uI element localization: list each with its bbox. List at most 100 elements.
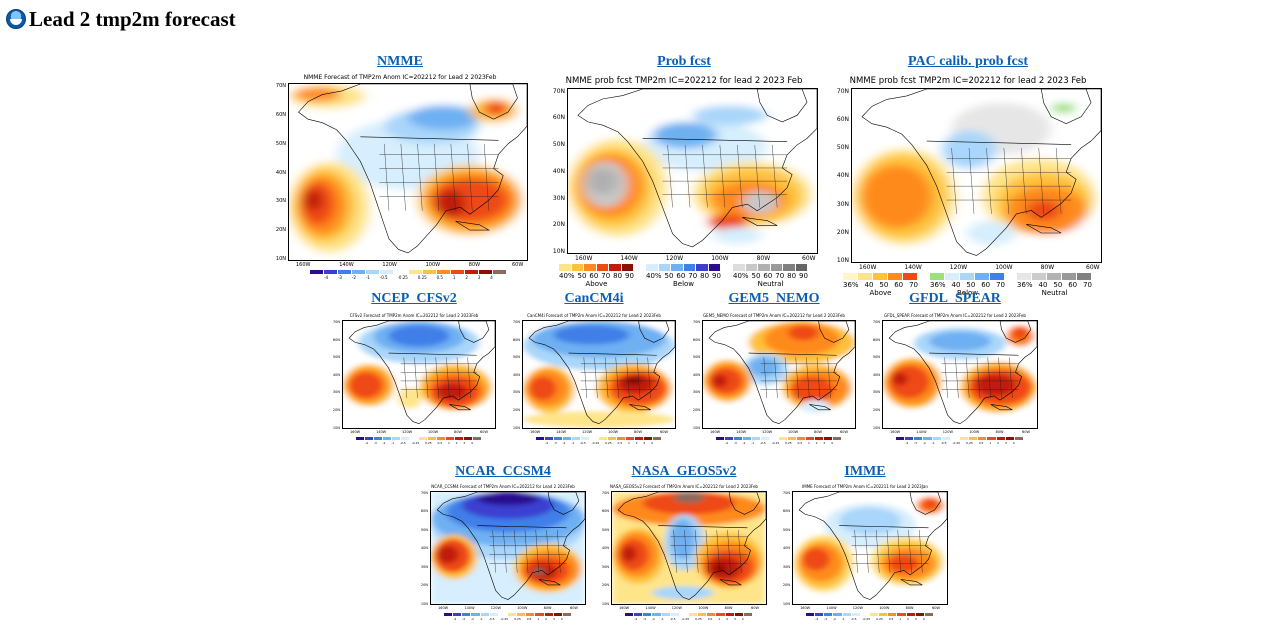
colorbar-label: 3: [914, 616, 917, 621]
colorbar-swatch: [462, 612, 472, 616]
lon-tick: 140W: [464, 606, 475, 610]
colorbar-swatch: [572, 436, 581, 440]
lon-tick: 120W: [402, 430, 413, 434]
legend-tick: 80: [700, 272, 710, 280]
colorbar-swatch: [679, 612, 689, 616]
lon-tick: 120W: [382, 262, 397, 268]
imme-map-image: IMME Forecast of TMP2m Anom IC=202211 fo…: [780, 484, 950, 621]
pac-map-svg: [852, 89, 1101, 262]
colorbar-swatch: [752, 436, 761, 440]
legend-tick: 70: [688, 272, 698, 280]
legend-swatch: [708, 264, 721, 271]
legend-tick: 50: [879, 281, 889, 289]
legend-tick: 70: [1083, 281, 1092, 289]
colorbar-swatch: [634, 612, 644, 616]
lon-tick: 160W: [530, 430, 541, 434]
lat-tick: 40N: [332, 372, 340, 377]
lon-tick: 100W: [425, 262, 441, 268]
pac-calib-prob-fcst-link[interactable]: PAC calib. prob fcst: [907, 54, 1029, 69]
lat-tick: 50N: [692, 355, 700, 360]
gfdl-map-svg: [883, 321, 1037, 428]
colorbar-swatch: [761, 436, 770, 440]
lon-tick: 140W: [916, 430, 927, 434]
colorbar-label: 0.5: [797, 440, 803, 445]
lon-tick: 140W: [620, 255, 638, 262]
colorbar-swatch: [635, 436, 644, 440]
lon-tick: 80W: [995, 430, 1004, 434]
gem5-map-header: GEM5_NEMO Forecast of TMP2m Anom IC=2022…: [703, 313, 845, 318]
legend-swatch: [758, 264, 771, 271]
panel-gem5-nemo: GEM5_NEMO GEM5_NEMO Forecast of TMP2m An…: [690, 291, 858, 445]
prob-map-header: NMME prob fcst TMP2m IC=202212 for lead …: [565, 76, 803, 86]
cancm4i-link[interactable]: CanCM4i: [564, 291, 624, 306]
gem5-nemo-link[interactable]: GEM5_NEMO: [728, 291, 820, 306]
ccsm4-colorbar-labels: -4 -3 -2 -1 -0.5 -0.25 0.25 0.5 1 2 3 4: [453, 617, 563, 621]
colorbar-label: 1: [807, 440, 810, 445]
legend-swatch: [1047, 273, 1062, 280]
legend-swatch: [646, 264, 659, 271]
ncar-ccsm4-link[interactable]: NCAR_CCSM4: [455, 464, 551, 479]
lat-tick: 70N: [692, 320, 700, 324]
imme-colorbar-labels: -4 -3 -2 -1 -0.5 -0.25 0.25 0.5 1 2 3 4: [815, 617, 925, 621]
nmme-colorbar-labels: -4 -3 -2 -1 -0.5 -0.25 0.25 0.5 1 2 3 4: [324, 275, 493, 280]
lat-tick: 40N: [420, 546, 428, 551]
lat-tick: 40N: [552, 167, 565, 175]
colorbar-swatch: [716, 436, 725, 440]
lat-tick: 70N: [512, 320, 520, 324]
colorbar-label: 2: [545, 616, 548, 621]
colorbar-label: -4: [324, 275, 329, 280]
colorbar-swatch: [824, 436, 833, 440]
cancm4i-map-svg: [523, 321, 675, 428]
colorbar-swatch: [1014, 436, 1024, 440]
lat-tick: 70N: [552, 87, 565, 95]
legend-swatch: [1032, 273, 1047, 280]
colorbar-label: 4: [490, 275, 493, 280]
colorbar-label: -0.25: [500, 616, 509, 621]
legend-tick: 40: [1038, 281, 1048, 289]
colorbar-label: -1: [479, 616, 483, 621]
pac-map-image: NMME prob fcst TMP2m IC=202212 for lead …: [832, 76, 1104, 297]
colorbar-label: -0.5: [399, 440, 406, 445]
colorbar-swatch: [833, 612, 843, 616]
colorbar-label: 3: [463, 440, 466, 445]
lat-tick: 70N: [782, 491, 790, 495]
gfdl-map-header: GFDL_SPEAR Forecast of TMP2m Anom IC=202…: [884, 313, 1026, 318]
legend-category-label: Below: [672, 280, 695, 288]
gfdl-spear-link[interactable]: GFDL_SPEAR: [909, 291, 1001, 306]
lat-tick: 40N: [601, 546, 609, 551]
colorbar-label: 0.5: [437, 440, 443, 445]
colorbar-label: 4: [470, 440, 473, 445]
imme-link[interactable]: IMME: [844, 464, 886, 479]
legend-tick: 70: [909, 281, 918, 289]
colorbar-label: 0.25: [966, 440, 973, 445]
nasa-geos5v2-link[interactable]: NASA_GEOS5v2: [631, 464, 737, 479]
colorbar-swatch: [851, 612, 861, 616]
colorbar-label: 3: [643, 440, 646, 445]
cfsv2-lat-labels: 70N 60N 50N 40N 30N 20N 10N: [330, 320, 341, 430]
lat-tick: 60N: [552, 114, 565, 122]
colorbar-label: -0.5: [488, 616, 495, 621]
panel-prob-fcst: Prob fcst NMME prob fcst TMP2m IC=202212…: [548, 54, 820, 288]
lat-tick: 30N: [552, 194, 565, 202]
colorbar-swatch: [797, 436, 806, 440]
gfdl-lon-labels: 160W 140W 120W 100W 80W 60W: [882, 430, 1038, 436]
pac-map-plot: [851, 87, 1102, 263]
colorbar-swatch: [498, 612, 508, 616]
lat-tick: 60N: [275, 111, 286, 118]
colorbar-label: 0.25: [695, 616, 702, 621]
prob-map-svg: [568, 89, 817, 253]
nmme-link[interactable]: NMME: [377, 54, 423, 69]
prob-fcst-link[interactable]: Prob fcst: [657, 54, 711, 69]
ncep-cfsv2-link[interactable]: NCEP_CFSv2: [371, 291, 457, 306]
lat-tick: 70N: [332, 320, 340, 324]
pac-legend-neutral: 36% 40 50 60 70 Neutral: [1017, 273, 1092, 297]
geos-map-svg: [612, 492, 766, 604]
colorbar-label: -4: [365, 440, 368, 445]
colorbar-swatch: [446, 436, 455, 440]
colorbar-label: -0.25: [952, 440, 961, 445]
colorbar-swatch: [563, 436, 572, 440]
imme-lon-labels: 160W 140W 120W 100W 80W 60W: [792, 606, 948, 612]
legend-tick: 60: [894, 281, 904, 289]
colorbar-swatch: [896, 436, 906, 440]
colorbar-label: 1: [989, 440, 992, 445]
